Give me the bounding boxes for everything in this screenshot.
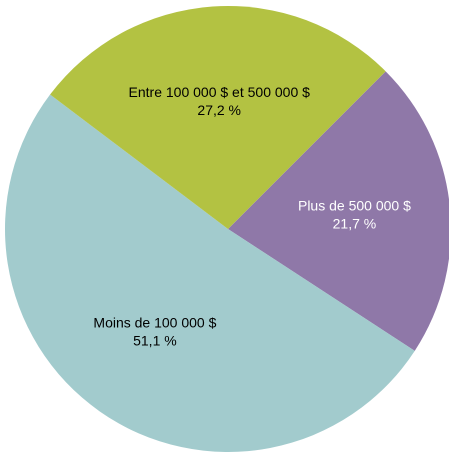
slice-category-label: Plus de 500 000 $: [298, 198, 411, 214]
slice-category-label: Entre 100 000 $ et 500 000 $: [129, 84, 311, 100]
slice-value-label: 51,1 %: [133, 333, 177, 349]
pie-slice: [228, 71, 449, 351]
pie-slice: [50, 5, 386, 230]
pie-slice: [5, 94, 415, 452]
slice-category-label: Moins de 100 000 $: [93, 315, 216, 331]
slice-value-label: 27,2 %: [197, 102, 241, 118]
slice-value-label: 21,7 %: [333, 216, 377, 232]
